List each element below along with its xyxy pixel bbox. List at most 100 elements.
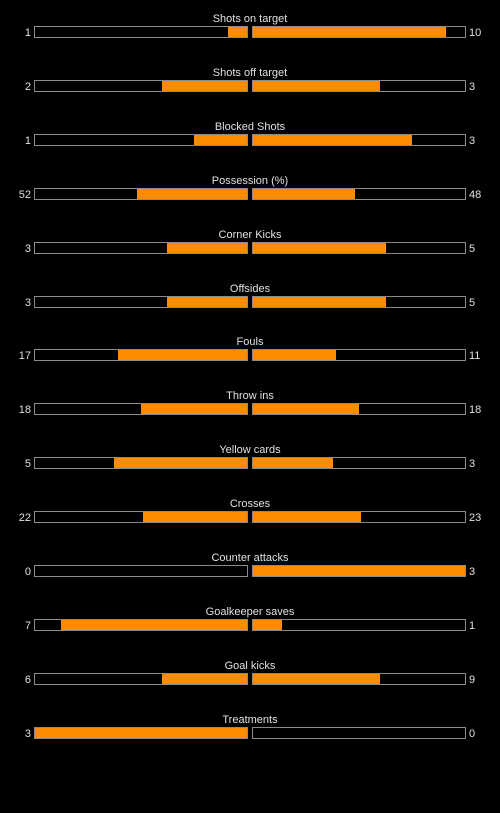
stat-row: Throw ins 18 18	[0, 389, 500, 429]
stat-row: Treatments 3 0	[0, 713, 500, 753]
home-bar	[34, 134, 248, 146]
home-bar	[34, 242, 248, 254]
away-bar	[252, 727, 466, 739]
stat-label: Fouls	[236, 336, 264, 348]
away-bar-fill	[253, 620, 282, 630]
home-bar	[34, 673, 248, 685]
home-value: 0	[24, 566, 31, 578]
away-value: 23	[469, 512, 482, 524]
away-bar-fill	[253, 458, 333, 468]
home-bar-fill	[143, 512, 247, 522]
stat-label: Counter attacks	[211, 552, 289, 564]
home-bar	[34, 26, 248, 38]
away-bar	[252, 134, 466, 146]
away-value: 3	[469, 566, 476, 578]
stat-label: Blocked Shots	[214, 121, 286, 133]
home-bar	[34, 511, 248, 523]
home-value: 18	[18, 404, 31, 416]
away-value: 48	[469, 189, 482, 201]
home-value: 52	[18, 189, 31, 201]
stat-row: Possession (%) 52 48	[0, 174, 500, 214]
stat-label: Throw ins	[226, 390, 274, 402]
away-value: 3	[469, 135, 476, 147]
home-bar	[34, 403, 248, 415]
away-bar-fill	[253, 350, 336, 360]
home-bar-fill	[162, 674, 247, 684]
away-bar	[252, 457, 466, 469]
away-bar-fill	[253, 81, 380, 91]
away-bar	[252, 403, 466, 415]
stat-row: Fouls 17 11	[0, 335, 500, 375]
stat-row: Counter attacks 0 3	[0, 551, 500, 591]
home-bar-fill	[137, 189, 247, 199]
stat-label: Offsides	[229, 283, 271, 295]
home-bar-fill	[228, 27, 247, 37]
away-bar	[252, 673, 466, 685]
stat-label: Goal kicks	[224, 660, 276, 672]
home-value: 6	[24, 674, 31, 686]
home-bar	[34, 727, 248, 739]
home-value: 3	[24, 728, 31, 740]
home-bar-fill	[167, 243, 247, 253]
stat-label: Possession (%)	[211, 175, 289, 187]
stat-label: Crosses	[229, 498, 271, 510]
home-bar	[34, 565, 248, 577]
home-value: 1	[24, 135, 31, 147]
away-bar-fill	[253, 512, 361, 522]
away-bar-fill	[253, 243, 386, 253]
home-value: 1	[24, 27, 31, 39]
away-bar-fill	[253, 135, 412, 145]
stat-row: Goalkeeper saves 7 1	[0, 605, 500, 645]
home-value: 3	[24, 243, 31, 255]
stat-row: Corner Kicks 3 5	[0, 228, 500, 268]
away-value: 10	[469, 27, 482, 39]
away-value: 0	[469, 728, 476, 740]
away-bar-fill	[253, 404, 359, 414]
away-bar	[252, 349, 466, 361]
home-bar-fill	[114, 458, 247, 468]
away-value: 5	[469, 297, 476, 309]
stat-row: Shots off target 2 3	[0, 66, 500, 106]
home-bar-fill	[35, 728, 247, 738]
stat-label: Shots on target	[212, 13, 288, 25]
home-bar-fill	[118, 350, 247, 360]
away-value: 5	[469, 243, 476, 255]
away-bar	[252, 26, 466, 38]
stat-label: Treatments	[222, 714, 278, 726]
home-value: 2	[24, 81, 31, 93]
home-bar-fill	[162, 81, 247, 91]
away-bar	[252, 511, 466, 523]
away-value: 3	[469, 458, 476, 470]
away-bar	[252, 188, 466, 200]
home-bar	[34, 188, 248, 200]
home-value: 7	[24, 620, 31, 632]
stat-row: Crosses 22 23	[0, 497, 500, 537]
stat-label: Shots off target	[212, 67, 288, 79]
home-bar	[34, 457, 248, 469]
home-bar-fill	[141, 404, 247, 414]
away-bar	[252, 242, 466, 254]
away-value: 9	[469, 674, 476, 686]
home-bar-fill	[167, 297, 247, 307]
away-value: 1	[469, 620, 476, 632]
away-bar	[252, 565, 466, 577]
stat-row: Shots on target 1 10	[0, 12, 500, 52]
away-bar-fill	[253, 674, 380, 684]
away-bar-fill	[253, 297, 386, 307]
away-bar-fill	[253, 27, 446, 37]
away-value: 18	[469, 404, 482, 416]
away-bar	[252, 80, 466, 92]
home-bar	[34, 80, 248, 92]
home-value: 5	[24, 458, 31, 470]
home-bar-fill	[194, 135, 247, 145]
home-bar	[34, 296, 248, 308]
stat-label: Corner Kicks	[218, 229, 282, 241]
away-bar	[252, 296, 466, 308]
stat-row: Offsides 3 5	[0, 282, 500, 322]
away-bar-fill	[253, 189, 355, 199]
away-bar	[252, 619, 466, 631]
away-bar-fill	[253, 566, 465, 576]
home-value: 17	[18, 350, 31, 362]
home-bar	[34, 619, 248, 631]
home-value: 22	[18, 512, 31, 524]
